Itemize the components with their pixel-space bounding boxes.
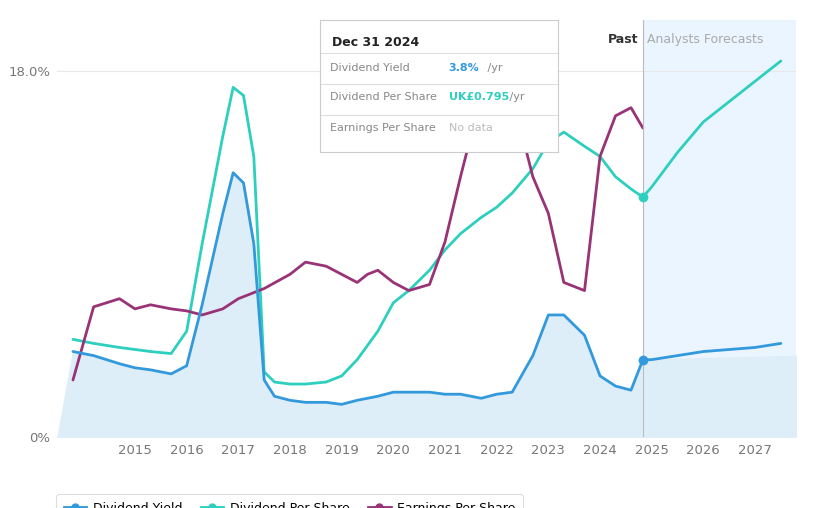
Text: Dividend Per Share: Dividend Per Share xyxy=(330,91,437,102)
Text: UK£0.795: UK£0.795 xyxy=(449,91,509,102)
Text: 3.8%: 3.8% xyxy=(449,62,479,73)
Text: Dec 31 2024: Dec 31 2024 xyxy=(332,36,420,49)
Legend: Dividend Yield, Dividend Per Share, Earnings Per Share: Dividend Yield, Dividend Per Share, Earn… xyxy=(57,494,523,508)
Text: Dividend Yield: Dividend Yield xyxy=(330,62,410,73)
Text: No data: No data xyxy=(449,123,493,133)
Text: Past: Past xyxy=(608,33,639,46)
Text: Analysts Forecasts: Analysts Forecasts xyxy=(647,33,764,46)
Text: /yr: /yr xyxy=(484,62,503,73)
Bar xyxy=(643,20,796,437)
Text: Earnings Per Share: Earnings Per Share xyxy=(330,123,435,133)
Text: /yr: /yr xyxy=(506,91,525,102)
